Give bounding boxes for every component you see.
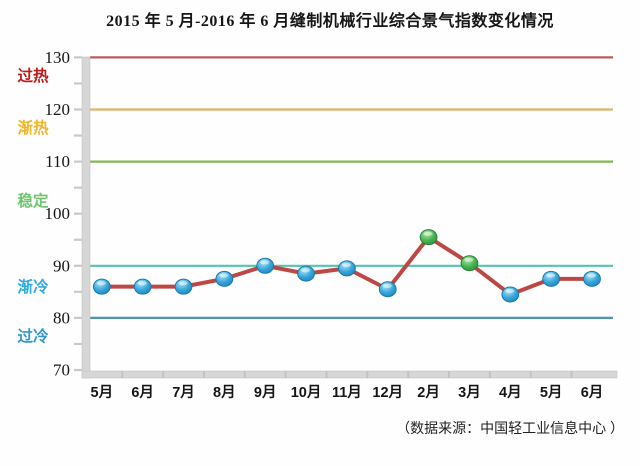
x-tick — [202, 371, 205, 378]
x-axis-label: 6月 — [131, 384, 154, 401]
data-point-gloss — [178, 281, 188, 286]
data-point-gloss — [464, 257, 474, 262]
y-tick — [74, 212, 82, 215]
data-point — [133, 278, 152, 295]
y-tick-label: 130 — [45, 48, 71, 67]
y-tick-label: 90 — [53, 256, 70, 275]
x-axis-label: 3月 — [458, 384, 481, 401]
data-point-gloss — [546, 273, 556, 278]
chart-title: 2015 年 5 月-2016 年 6 月缝制机械行业综合景气指数变化情况 — [106, 13, 554, 30]
x-tick — [121, 371, 124, 378]
y-tick — [74, 134, 82, 137]
y-axis — [81, 56, 91, 379]
x-axis-label: 6月 — [581, 384, 604, 401]
y-tick — [74, 264, 82, 267]
data-point — [501, 286, 520, 303]
x-axis-label: 12月 — [372, 384, 403, 401]
data-point — [419, 229, 438, 246]
y-tick — [74, 82, 82, 85]
x-axis — [81, 370, 618, 379]
x-tick — [162, 371, 165, 378]
y-tick — [74, 160, 82, 163]
y-tick-label: 100 — [45, 204, 71, 223]
data-point-gloss — [219, 273, 229, 278]
data-point — [92, 278, 111, 295]
x-axis-label: 10月 — [291, 384, 322, 401]
x-tick — [243, 371, 246, 378]
data-point — [378, 281, 397, 298]
x-axis-label: 11月 — [332, 384, 362, 401]
x-tick — [284, 371, 287, 378]
zone-label: 渐热 — [17, 118, 49, 137]
data-source-note: （数据来源：中国轻工业信息中心 ） — [396, 420, 624, 436]
y-tick — [74, 316, 82, 319]
zone-label: 过冷 — [17, 327, 49, 346]
x-tick — [488, 371, 491, 378]
zone-label: 渐冷 — [17, 277, 49, 296]
data-point-gloss — [96, 281, 106, 286]
data-point — [583, 270, 601, 287]
data-point — [256, 257, 275, 274]
x-tick — [366, 371, 369, 378]
y-tick — [74, 108, 82, 111]
data-point-gloss — [382, 283, 392, 288]
data-point-gloss — [341, 262, 351, 268]
data-point — [542, 270, 561, 287]
zone-label: 稳定 — [17, 191, 49, 210]
x-tick — [448, 371, 451, 378]
data-point — [174, 278, 193, 295]
y-tick-label: 70 — [53, 361, 70, 380]
zone-label: 过热 — [17, 66, 49, 85]
data-point-gloss — [137, 281, 147, 286]
data-point — [297, 265, 315, 282]
x-axis-label: 7月 — [172, 384, 195, 401]
x-tick — [325, 371, 328, 378]
x-tick — [570, 371, 573, 378]
data-point — [460, 255, 479, 272]
y-tick — [74, 238, 82, 241]
x-tick — [407, 371, 410, 378]
data-point-gloss — [300, 268, 311, 273]
y-tick — [74, 186, 82, 189]
y-tick-label: 120 — [45, 100, 71, 119]
x-axis-label: 9月 — [254, 384, 277, 401]
x-axis-label: 5月 — [540, 384, 563, 401]
y-tick — [74, 290, 82, 293]
data-point-gloss — [505, 288, 515, 294]
y-tick — [74, 368, 82, 372]
x-axis-label: 2月 — [417, 384, 440, 401]
y-tick-label: 80 — [53, 308, 70, 327]
data-point-gloss — [586, 273, 597, 278]
data-point — [338, 260, 356, 277]
y-tick — [74, 56, 82, 59]
data-point — [215, 270, 234, 287]
x-axis-label: 4月 — [499, 384, 522, 401]
data-point-gloss — [423, 231, 433, 236]
x-axis-label: 8月 — [213, 384, 236, 401]
data-point-gloss — [260, 260, 270, 265]
x-tick — [529, 371, 532, 378]
x-axis-label: 5月 — [91, 384, 114, 401]
y-tick — [74, 342, 82, 346]
y-tick-label: 110 — [45, 152, 70, 171]
